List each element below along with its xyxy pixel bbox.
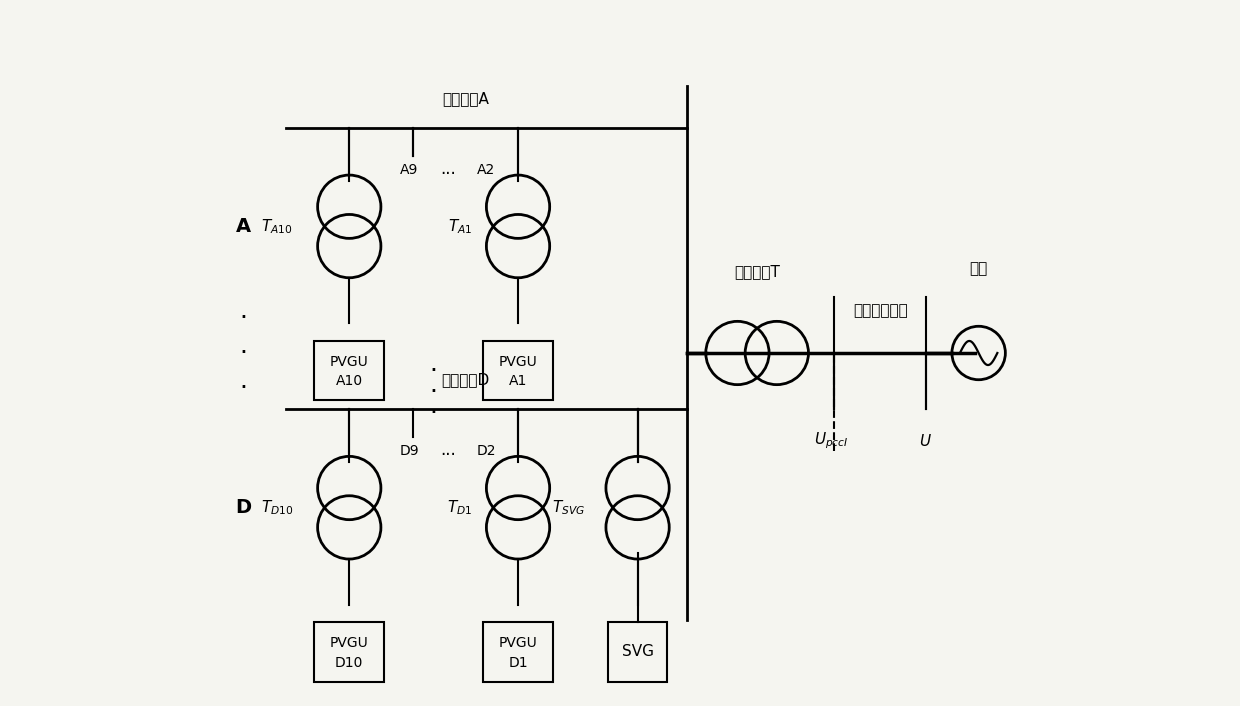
FancyBboxPatch shape bbox=[482, 341, 553, 400]
Text: A9: A9 bbox=[399, 163, 418, 177]
FancyBboxPatch shape bbox=[314, 341, 384, 400]
Text: PVGU: PVGU bbox=[498, 636, 537, 650]
Text: $U_{pccI}$: $U_{pccI}$ bbox=[813, 431, 848, 451]
Text: 高压输电线路: 高压输电线路 bbox=[853, 304, 908, 318]
FancyBboxPatch shape bbox=[314, 622, 384, 682]
Text: PVGU: PVGU bbox=[498, 354, 537, 369]
Text: D1: D1 bbox=[508, 656, 528, 669]
Text: $T_{A10}$: $T_{A10}$ bbox=[262, 217, 293, 236]
Text: PVGU: PVGU bbox=[330, 636, 368, 650]
Text: ·: · bbox=[239, 376, 248, 400]
Text: PVGU: PVGU bbox=[330, 354, 368, 369]
Text: A2: A2 bbox=[477, 163, 496, 177]
FancyBboxPatch shape bbox=[482, 622, 553, 682]
Text: $T_{A1}$: $T_{A1}$ bbox=[448, 217, 472, 236]
Text: A1: A1 bbox=[508, 374, 527, 388]
Text: $T_{D1}$: $T_{D1}$ bbox=[448, 498, 472, 517]
Text: SVG: SVG bbox=[621, 645, 653, 659]
Text: 集电线路D: 集电线路D bbox=[441, 372, 490, 387]
Text: A10: A10 bbox=[336, 374, 363, 388]
Text: $T_{SVG}$: $T_{SVG}$ bbox=[552, 498, 585, 517]
Text: $U$: $U$ bbox=[920, 433, 932, 449]
Text: ·: · bbox=[429, 401, 438, 425]
Text: D2: D2 bbox=[476, 444, 496, 458]
Text: 集电线路A: 集电线路A bbox=[441, 91, 489, 106]
Text: 主变压器T: 主变压器T bbox=[734, 265, 780, 280]
Text: D10: D10 bbox=[335, 656, 363, 669]
Text: ·: · bbox=[429, 359, 438, 383]
Text: ...: ... bbox=[440, 160, 455, 178]
Text: D9: D9 bbox=[399, 444, 419, 458]
FancyBboxPatch shape bbox=[608, 622, 667, 682]
Text: $T_{D10}$: $T_{D10}$ bbox=[260, 498, 293, 517]
Text: D: D bbox=[236, 498, 252, 517]
Text: 电网: 电网 bbox=[970, 261, 988, 276]
Text: ·: · bbox=[239, 306, 248, 330]
Text: ...: ... bbox=[440, 441, 455, 459]
Text: A: A bbox=[236, 217, 252, 236]
Text: ·: · bbox=[239, 341, 248, 365]
Text: ·: · bbox=[429, 380, 438, 404]
